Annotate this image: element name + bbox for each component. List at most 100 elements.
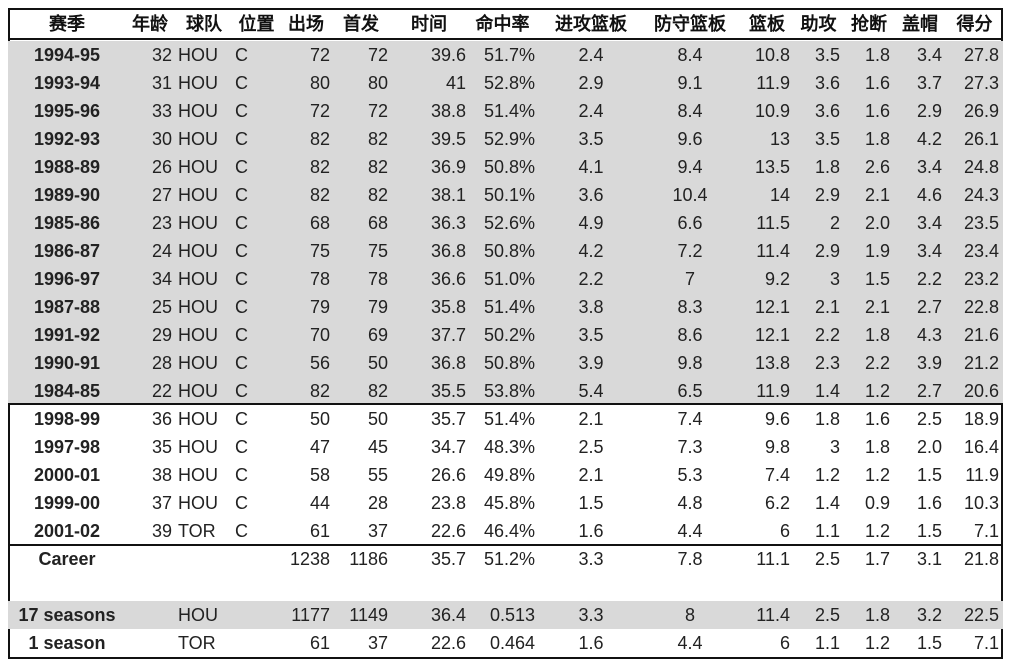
stat-cell: C [235,521,248,541]
stat-cell: 11.9 [965,465,999,485]
stat-cell: 4.2 [578,241,604,261]
stat-cell: 41 [445,73,466,93]
stat-cell: 50.8% [483,157,535,177]
stat-cell: 2.1 [578,465,604,485]
stat-cell: 2.7 [916,297,942,317]
stat-cell: 52.9% [483,129,535,149]
stat-cell: 2.2 [916,269,942,289]
stat-cell: 7.1 [973,521,999,541]
stat-cell: 51.7% [483,45,535,65]
stat-cell: 3.2 [916,605,942,625]
column-header: 得分 [956,14,993,34]
stat-cell: 1.2 [864,381,890,401]
stat-cell: 14 [769,185,790,205]
stat-cell: HOU [178,381,218,401]
stat-cell: 1186 [349,549,388,569]
stat-cell: 6.6 [677,213,703,233]
stat-cell: 3.4 [916,157,942,177]
stat-cell: 49.8% [483,465,535,485]
stat-cell: 35.5 [430,381,466,401]
stat-cell: 9.2 [764,269,790,289]
stat-cell: 48.3% [483,437,535,457]
season-label: 1986-87 [33,241,101,261]
stat-cell: 38.8 [430,101,466,121]
stat-cell: 50.2% [483,325,535,345]
row-shade [8,41,1003,69]
column-header: 防守篮板 [654,14,726,34]
row-divider [8,403,1003,405]
stat-cell: 2.5 [578,437,604,457]
stat-cell: 2.6 [864,157,890,177]
stat-cell: 51.4% [483,409,535,429]
stat-cell: 3.5 [578,325,604,345]
stat-cell: 8.4 [677,101,703,121]
stat-cell: 82 [309,381,330,401]
stat-cell: HOU [178,409,218,429]
stat-cell: 11.9 [756,381,790,401]
stat-cell: HOU [178,185,218,205]
row-shade [8,125,1003,153]
stat-cell: 72 [309,101,330,121]
stat-cell: 2.1 [864,185,890,205]
stat-cell: 3.5 [578,129,604,149]
stat-cell: 9.8 [764,437,790,457]
stat-cell: 3.1 [916,549,942,569]
stat-cell: 2.5 [916,409,942,429]
stat-cell: 7.8 [677,549,703,569]
stat-cell: 78 [309,269,330,289]
stat-cell: 51.2% [483,549,535,569]
stat-cell: 1.1 [814,521,840,541]
stat-cell: 3.4 [916,45,942,65]
stat-cell: 78 [367,269,388,289]
stat-cell: 45 [367,437,388,457]
stat-cell: 1.2 [864,521,890,541]
stat-cell: TOR [178,521,216,541]
stat-cell: 10.4 [672,185,708,205]
stat-cell: 36.8 [430,241,466,261]
stat-cell: 1.8 [864,45,890,65]
stat-cell: 6 [779,633,790,653]
stat-cell: 35.7 [430,549,466,569]
stat-cell: 2.3 [814,353,840,373]
stat-cell: 79 [309,297,330,317]
stat-cell: 75 [309,241,330,261]
stat-cell: 4.4 [677,633,703,653]
stat-cell: 26.9 [963,101,999,121]
stat-cell: 37 [367,521,388,541]
stat-cell: 1.6 [864,101,890,121]
column-header: 年龄 [132,14,168,34]
stat-cell: 8 [684,605,695,625]
stat-cell: 1.1 [814,633,840,653]
stat-cell: 80 [367,73,388,93]
stat-cell: 82 [367,129,388,149]
stat-cell: 8.6 [677,325,703,345]
stat-cell: 2.0 [916,437,942,457]
column-header: 进攻篮板 [555,14,627,34]
stat-cell: 36.6 [430,269,466,289]
stat-cell: 1.6 [916,493,942,513]
stat-cell: 82 [367,157,388,177]
stat-cell: 37 [151,493,172,513]
row-shade [8,209,1003,237]
row-divider [8,544,1003,546]
stat-cell: 32 [151,45,172,65]
stat-cell: C [235,409,248,429]
stat-cell: 68 [309,213,330,233]
stat-cell: 23.2 [963,269,999,289]
season-label: 1990-91 [33,353,101,373]
stat-cell: 2.7 [916,381,942,401]
stat-cell: 7.1 [973,633,999,653]
stat-cell: C [235,269,248,289]
stat-cell: 21.8 [963,549,999,569]
row-shade [8,349,1003,377]
stat-cell: 1.8 [864,325,890,345]
stat-cell: 4.3 [916,325,942,345]
season-label: 1 season [28,633,106,653]
season-label: 1996-97 [33,269,101,289]
stat-cell: 1.2 [814,465,840,485]
stat-cell: HOU [178,73,218,93]
stat-cell: 2.0 [864,213,890,233]
stat-cell: 7.3 [677,437,703,457]
stat-cell: 3.6 [814,101,840,121]
stat-cell: 20.6 [963,381,999,401]
